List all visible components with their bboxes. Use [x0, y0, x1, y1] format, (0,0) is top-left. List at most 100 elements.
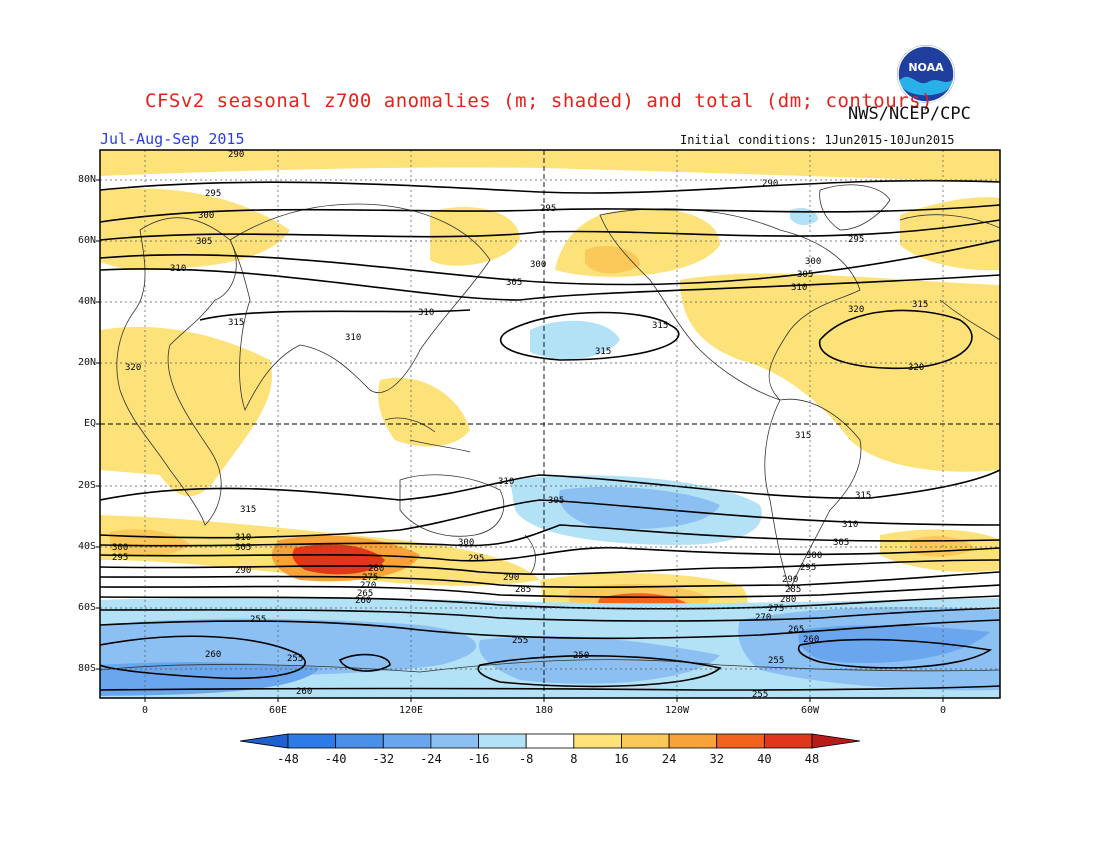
colorbar: [239, 733, 861, 749]
contour-label: 255: [512, 636, 528, 646]
colorbar-swatch: [478, 733, 527, 749]
contour-label: 305: [506, 278, 522, 288]
contour-label: 310: [842, 520, 858, 530]
axis-ticks: [96, 179, 944, 702]
colorbar-label: 48: [804, 752, 820, 766]
colorbar-swatch: [287, 733, 337, 749]
colorbar-swatch: [573, 733, 622, 749]
contour-label: 290: [782, 575, 798, 585]
contour-label: 315: [855, 491, 871, 501]
colorbar-label: -40: [324, 752, 347, 766]
lon-label: 120W: [664, 705, 690, 716]
lat-label: 60N: [77, 235, 96, 246]
colorbar-label: -8: [518, 752, 534, 766]
lon-label: 0: [141, 705, 149, 716]
contour-label: 290: [503, 573, 519, 583]
colorbar-swatch: [716, 733, 765, 749]
figure-title: CFSv2 seasonal z700 anomalies (m; shaded…: [145, 90, 933, 112]
colorbar-label: -16: [467, 752, 490, 766]
contour-label: 310: [791, 283, 807, 293]
contour-label: 300: [806, 551, 822, 561]
contour-label: 290: [762, 179, 778, 189]
contour-label: 270: [755, 613, 771, 623]
contour-label: 280: [780, 595, 796, 605]
contour-label: 295: [540, 204, 556, 214]
contour-label: 285: [785, 585, 801, 595]
contour-label: 300: [805, 257, 821, 267]
contour-label: 295: [205, 189, 221, 199]
lat-label: 40N: [77, 296, 96, 307]
lat-label: 40S: [77, 541, 96, 552]
lon-label: 180: [534, 705, 554, 716]
contour-label: 315: [795, 431, 811, 441]
colorbar-swatch: [335, 733, 384, 749]
graticule: [100, 150, 1000, 698]
contour-label: 295: [468, 554, 484, 564]
contour-label: 260: [803, 635, 819, 645]
colorbar-label: 40: [757, 752, 772, 766]
colorbar-swatch: [621, 733, 670, 749]
contour-label: 260: [355, 596, 371, 606]
contour-label: 315: [228, 318, 244, 328]
colorbar-label: -32: [372, 752, 395, 766]
noaa-logo: NOAA: [897, 45, 955, 103]
colorbar-swatch: [525, 733, 575, 749]
contour-label: 305: [235, 543, 251, 553]
colorbar-swatch: [430, 733, 479, 749]
lon-label: 60E: [268, 705, 288, 716]
contour-label: 275: [768, 604, 784, 614]
contour-value-labels: 290 295 300 305 310 315 320 315 310 305 …: [112, 150, 928, 700]
contour-label: 300: [112, 543, 128, 553]
colorbar-swatch: [668, 733, 718, 749]
lon-label: 60W: [800, 705, 820, 716]
contour-label: 305: [548, 496, 564, 506]
colorbar-label: 24: [661, 752, 677, 766]
lat-label: 20S: [77, 480, 96, 491]
colorbar-swatch: [763, 733, 813, 749]
contour-label: 305: [833, 538, 849, 548]
contour-label: 295: [112, 553, 128, 563]
initial-conditions: Initial conditions: 1Jun2015-10Jun2015: [680, 133, 955, 147]
coastlines: [100, 184, 1000, 673]
contour-label: 310: [418, 308, 434, 318]
colorbar-label: 16: [614, 752, 629, 766]
contour-label: 255: [752, 690, 768, 700]
colorbar-label: 32: [709, 752, 724, 766]
contour-label: 255: [287, 654, 303, 664]
contour-label: 260: [296, 687, 312, 697]
equator-dateline: [100, 150, 1000, 698]
forecast-period: Jul-Aug-Sep 2015: [100, 130, 245, 148]
colorbar-min-arrow: [239, 733, 289, 749]
contour-label: 295: [800, 563, 816, 573]
colorbar-max-arrow: [811, 733, 861, 749]
contour-label: 315: [912, 300, 928, 310]
lat-label: 60S: [77, 602, 96, 613]
contour-label: 265: [788, 625, 804, 635]
contour-label: 315: [595, 347, 611, 357]
contour-label: 290: [228, 150, 244, 160]
colorbar-swatch: [382, 733, 432, 749]
contour-label: 290: [235, 566, 251, 576]
height-contours: [100, 179, 1000, 691]
anomaly-shading: [100, 150, 1000, 698]
contour-label: 250: [573, 651, 589, 661]
lat-label: EQ: [83, 418, 96, 429]
contour-label: 310: [345, 333, 361, 343]
contour-label: 320: [125, 363, 141, 373]
lat-label: 80S: [77, 663, 96, 674]
contour-label: 300: [198, 211, 214, 221]
contour-label: 310: [235, 533, 251, 543]
lon-label: 120E: [398, 705, 424, 716]
colorbar-label: 8: [570, 752, 578, 766]
contour-label: 305: [196, 237, 212, 247]
contour-label: 300: [530, 260, 546, 270]
contour-label: 285: [515, 585, 531, 595]
contour-label: 315: [652, 321, 668, 331]
contour-label: 295: [848, 235, 864, 245]
contour-label: 255: [768, 656, 784, 666]
contour-label: 320: [848, 305, 864, 315]
lat-label: 20N: [77, 357, 96, 368]
lon-label: 0: [939, 705, 947, 716]
contour-label: 265: [357, 589, 373, 599]
